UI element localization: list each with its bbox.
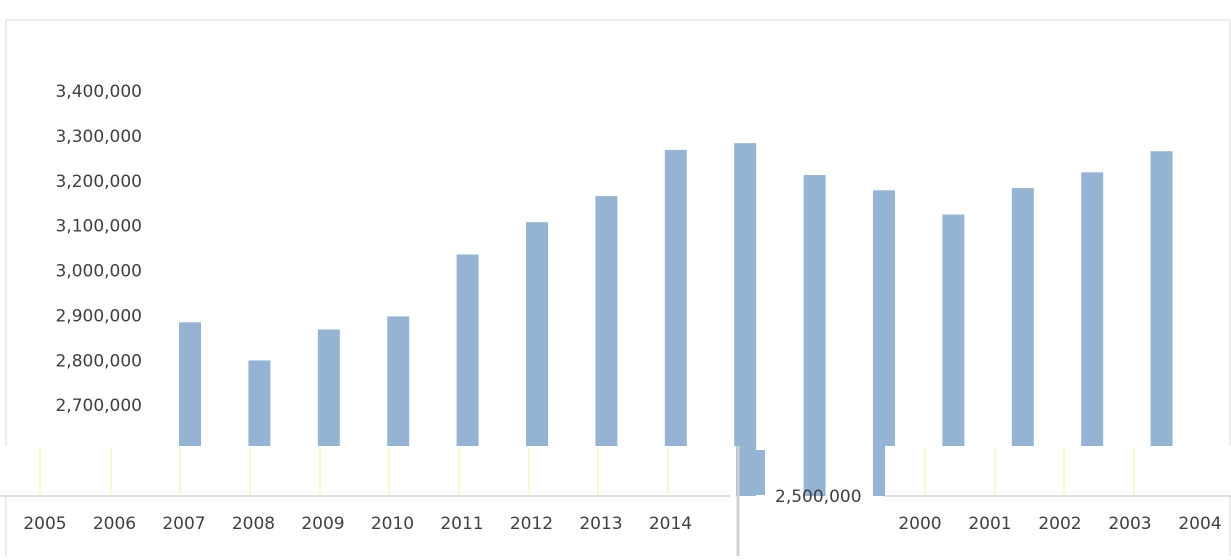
bar (942, 214, 965, 496)
bar (873, 190, 895, 496)
y-tick-label: 3,000,000 (55, 262, 142, 282)
x-tick-label: 2000 (898, 514, 941, 534)
x-tick-label: 2004 (1178, 514, 1221, 534)
x-tick-label: 2010 (371, 514, 414, 534)
x-tick-label: 2007 (162, 514, 205, 534)
bar (456, 254, 479, 496)
y-tick-label: 3,100,000 (55, 217, 142, 237)
y-tick-label: 2,700,000 (55, 396, 142, 416)
y-tick-label: 3,200,000 (55, 172, 142, 192)
bar (1150, 151, 1173, 496)
x-tick-label: 2013 (579, 514, 622, 534)
x-tick-label: 2008 (232, 514, 275, 534)
y-tick-label: 2,900,000 (55, 306, 142, 326)
x-tick-label: 2012 (510, 514, 553, 534)
chart-frame (5, 19, 1231, 560)
bar (1081, 172, 1104, 496)
bar (803, 175, 826, 497)
x-tick-label: 2002 (1038, 514, 1081, 534)
bar (526, 222, 548, 496)
bar (595, 196, 618, 497)
bar (664, 149, 687, 496)
y-tick-label: 2,500,000 (775, 487, 862, 507)
x-tick-label: 2006 (93, 514, 136, 534)
y-tick-label: 3,400,000 (55, 82, 142, 102)
x-tick-label: 2011 (440, 514, 483, 534)
x-tick-label: 2009 (301, 514, 344, 534)
bar (1011, 188, 1034, 496)
y-tick-label: 2,800,000 (55, 351, 142, 371)
bar (734, 143, 757, 496)
y-tick-label: 3,300,000 (55, 127, 142, 147)
x-tick-label: 2005 (23, 514, 66, 534)
x-tick-label: 2014 (649, 514, 692, 534)
overlay (0, 446, 1231, 556)
x-tick-label: 2001 (968, 514, 1011, 534)
x-tick-label: 2003 (1108, 514, 1151, 534)
